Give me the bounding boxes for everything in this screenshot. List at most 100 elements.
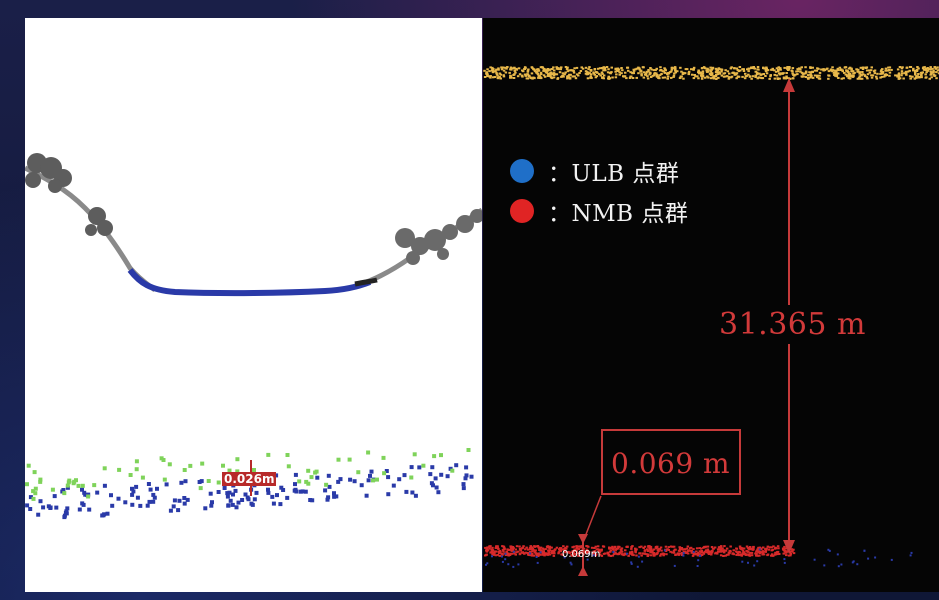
top-point <box>920 74 923 76</box>
nmb-point <box>550 546 553 549</box>
nmb-point <box>664 550 668 552</box>
ulb-point <box>753 564 756 567</box>
nmb-point <box>659 546 663 549</box>
top-point <box>864 66 867 69</box>
nmb-point <box>690 551 694 554</box>
top-point <box>859 66 863 69</box>
top-point <box>720 68 723 71</box>
nmb-point <box>772 545 775 548</box>
top-point <box>822 69 825 72</box>
top-point <box>765 67 768 70</box>
top-point <box>809 76 812 79</box>
top-point <box>872 70 876 73</box>
top-point <box>616 67 619 70</box>
top-point <box>870 74 873 77</box>
nmb-point <box>709 550 712 553</box>
top-point <box>750 77 753 80</box>
top-point <box>588 66 591 69</box>
nmb-point <box>782 552 785 555</box>
top-point <box>880 69 883 72</box>
top-point <box>577 74 580 77</box>
ulb-point <box>145 503 150 508</box>
top-point <box>906 70 910 73</box>
top-point <box>584 72 588 75</box>
top-point <box>540 73 543 76</box>
top-point <box>602 66 605 69</box>
top-point <box>733 67 736 70</box>
top-point <box>531 77 534 80</box>
top-point <box>657 77 660 79</box>
ulb-point <box>231 492 235 497</box>
top-point <box>896 74 900 77</box>
nmb-point <box>754 552 757 555</box>
top-point <box>589 75 593 78</box>
nmb-point <box>746 546 750 549</box>
nmb-point <box>640 554 643 557</box>
green-point <box>65 483 70 488</box>
top-point <box>710 73 714 76</box>
top-point <box>861 73 865 76</box>
top-point <box>875 75 878 78</box>
top-point <box>900 74 903 77</box>
top-point <box>634 68 637 71</box>
nmb-point <box>681 548 685 551</box>
top-point <box>517 67 521 70</box>
top-point <box>901 72 904 75</box>
nmb-point <box>707 551 710 554</box>
nmb-point <box>646 550 650 552</box>
ulb-point <box>327 484 332 489</box>
ulb-point <box>271 501 276 506</box>
top-point <box>627 69 630 72</box>
top-point <box>835 72 838 74</box>
top-point <box>754 70 757 73</box>
top-point <box>779 68 782 71</box>
ulb-point <box>827 548 830 551</box>
top-point <box>670 70 673 73</box>
green-point <box>227 468 232 473</box>
nmb-point <box>618 545 621 548</box>
ulb-point <box>64 509 69 514</box>
top-point <box>750 67 753 69</box>
ulb-point <box>148 487 153 492</box>
top-point <box>744 72 747 75</box>
top-point <box>706 68 710 71</box>
top-point <box>709 69 712 72</box>
nmb-point <box>600 549 603 552</box>
top-point <box>648 73 651 76</box>
ulb-point <box>216 490 221 494</box>
top-point <box>735 72 739 75</box>
nmb-legend-label: ：NMB 点群 <box>548 201 689 227</box>
top-point <box>692 77 696 80</box>
top-point <box>532 76 536 79</box>
top-point <box>679 66 682 69</box>
green-point <box>409 475 414 480</box>
nmb-point <box>485 549 488 552</box>
top-point <box>829 69 833 72</box>
nmb-point <box>544 548 547 551</box>
nmb-point <box>745 549 748 552</box>
top-point <box>796 70 800 73</box>
nmb-point <box>677 553 681 556</box>
ulb-point <box>592 554 595 557</box>
top-point <box>769 75 772 78</box>
ulb-point <box>336 479 341 484</box>
top-point <box>542 69 545 72</box>
top-point <box>526 73 530 76</box>
top-point <box>765 72 769 75</box>
top-point <box>545 69 549 72</box>
top-point <box>857 68 860 71</box>
top-point <box>903 72 907 75</box>
green-point <box>206 479 211 483</box>
nmb-point <box>758 551 762 553</box>
ulb-point <box>293 482 297 487</box>
green-point <box>25 482 29 487</box>
green-point <box>72 479 77 484</box>
ulb-point <box>828 549 831 552</box>
top-point <box>783 66 786 69</box>
nmb-point <box>658 548 661 551</box>
nmb-point <box>564 551 567 554</box>
ulb-point <box>135 495 140 500</box>
nmb-point <box>524 551 528 554</box>
ulb-point <box>183 479 188 484</box>
green-point <box>382 471 387 476</box>
